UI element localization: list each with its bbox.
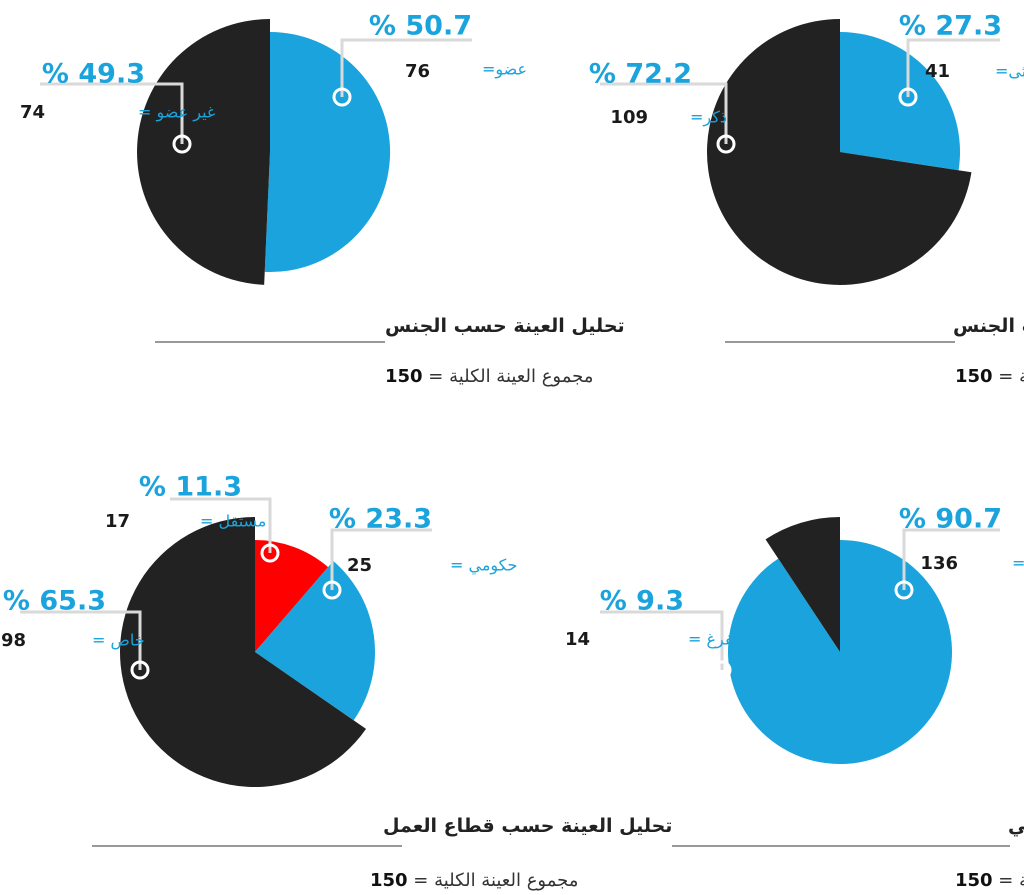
leader-dot	[894, 580, 914, 600]
chart-title: تحليل العينة حسب التفرغ للعمل الصحفي	[1008, 815, 1024, 837]
leader-dot	[130, 660, 150, 680]
slice-count: 98	[1, 630, 26, 651]
total-value: 150	[370, 870, 408, 891]
slice-count: 14	[565, 629, 590, 650]
slice-label: متفرغ =	[1012, 554, 1024, 574]
leader-line	[340, 38, 472, 97]
slice-count: 109	[610, 107, 648, 128]
leader-line	[902, 528, 1000, 590]
leader-line	[906, 38, 1000, 97]
total-value: 150	[955, 870, 993, 891]
total-label: مجموع العينة الكلية =	[993, 366, 1024, 387]
slice-label: غير متفرغ =	[688, 630, 773, 650]
total-value: 150	[955, 366, 993, 387]
leader-dot	[332, 87, 352, 107]
chart-title: تحليل العينة حسب قطاع العمل	[383, 815, 672, 837]
leader-dot	[898, 87, 918, 107]
total-line: مجموع العينة الكلية = 150	[370, 870, 578, 891]
pie-slice-1	[255, 540, 329, 652]
slice-label: ذكر=	[690, 108, 727, 128]
total-label: مجموع العينة الكلية =	[993, 870, 1024, 891]
pie-chart-2: % 27.3 أنثى= 41 % 72.2 ذكر= 109 تحليل العينة ح…	[589, 11, 1024, 388]
slice-label: عضو=	[482, 60, 527, 80]
chart-title: تحليل العينة حسب الجنس	[953, 315, 1024, 337]
pie-slice-2	[765, 517, 840, 652]
pie-slice-3	[119, 517, 367, 787]
total-label: مجموع العينة الكلية =	[408, 870, 579, 891]
chart-title: تحليل العينة حسب الجنس	[385, 315, 625, 337]
total-line: مجموع العينة الكلية = 150	[955, 366, 1024, 387]
slice-percent: % 50.7	[369, 11, 472, 42]
leader-dot	[712, 660, 732, 680]
total-line: مجموع العينة الكلية = 150	[955, 870, 1024, 891]
slice-percent: % 11.3	[139, 472, 242, 503]
slice-percent: % 23.3	[329, 504, 432, 535]
total-line: مجموع العينة الكلية = 150	[385, 366, 593, 387]
pie-chart-3: % 11.3 مستقل = 17 % 23.3 حكومي = 25 % 65.3 خاص …	[1, 472, 673, 892]
slice-count: 74	[20, 102, 45, 123]
pie-slice-1	[264, 31, 391, 272]
slice-percent: % 65.3	[3, 586, 106, 617]
leader-line	[330, 528, 432, 590]
slice-percent: % 90.7	[899, 504, 1002, 535]
slice-label: أنثى=	[995, 61, 1024, 81]
slice-count: 136	[920, 553, 958, 574]
slice-count: 17	[105, 511, 130, 532]
leader-dot	[260, 543, 280, 563]
leader-line	[600, 82, 728, 144]
leader-line	[40, 82, 184, 144]
leader-dot	[322, 580, 342, 600]
slice-label: مستقل =	[200, 512, 266, 531]
slice-percent: % 49.3	[42, 59, 145, 90]
slice-percent: % 9.3	[600, 586, 684, 617]
leader-line	[20, 610, 142, 670]
slice-label: غير عضو =	[138, 103, 215, 123]
pie-slice-2	[706, 18, 972, 285]
leader-dot	[172, 134, 192, 154]
slice-label: حكومي =	[450, 556, 517, 576]
leader-line	[170, 497, 272, 553]
total-label: مجموع العينة الكلية =	[423, 366, 594, 387]
slice-count: 41	[925, 61, 950, 82]
slice-count: 25	[347, 555, 372, 576]
slice-count: 76	[405, 61, 430, 82]
total-value: 150	[385, 366, 423, 387]
slice-percent: % 72.2	[589, 59, 692, 90]
slice-percent: % 27.3	[899, 11, 1002, 42]
pie-slice-1	[727, 540, 952, 764]
slice-label: خاص =	[92, 631, 145, 651]
leader-line	[600, 610, 724, 670]
leader-dot	[716, 134, 736, 154]
pie-slice-2	[255, 561, 376, 721]
pie-slice-2	[137, 19, 270, 285]
pie-chart-1: % 50.7 عضو= 76 % 49.3 غير عضو = 74 تحليل العين…	[20, 11, 625, 388]
